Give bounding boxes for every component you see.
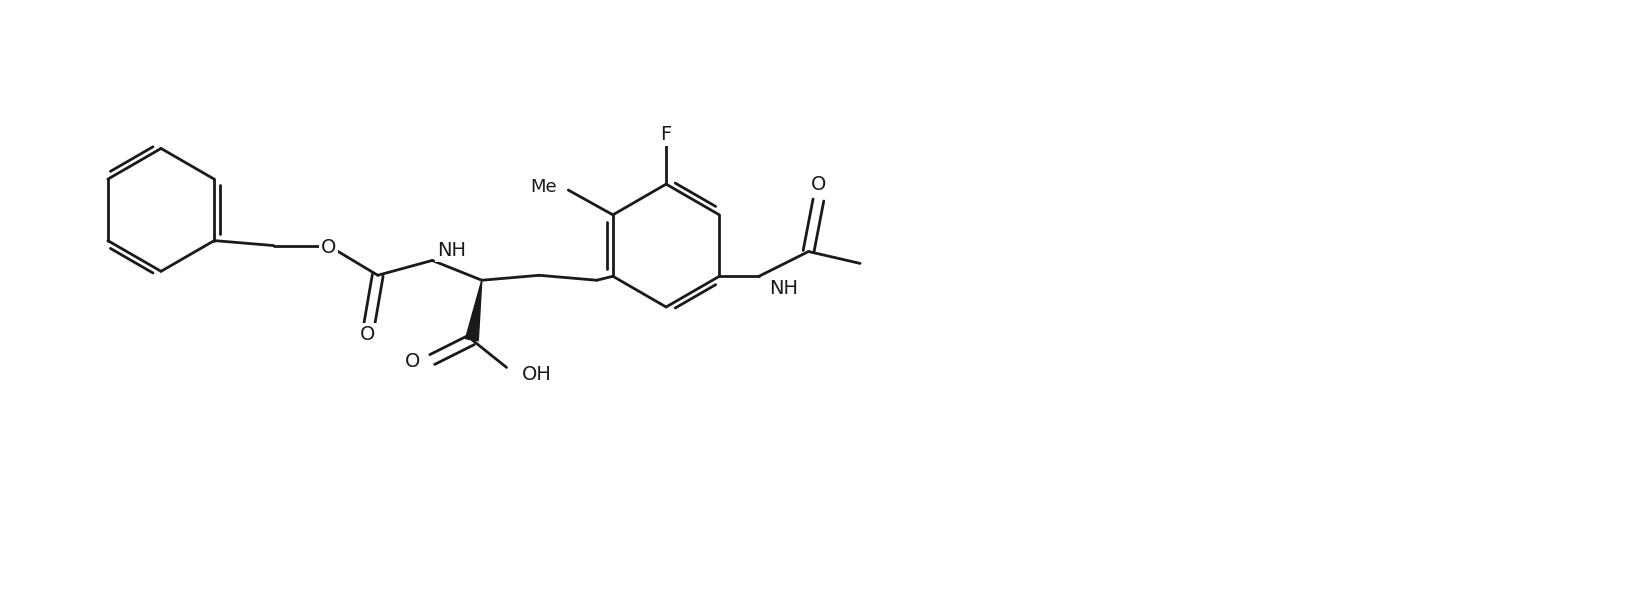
Polygon shape xyxy=(465,280,482,341)
Text: O: O xyxy=(810,174,825,193)
Text: NH: NH xyxy=(437,241,467,260)
Text: O: O xyxy=(360,325,375,344)
Text: O: O xyxy=(404,352,421,371)
Text: F: F xyxy=(661,125,672,144)
Text: Me: Me xyxy=(529,178,556,196)
Text: O: O xyxy=(321,238,335,257)
Text: OH: OH xyxy=(521,365,551,384)
Text: NH: NH xyxy=(769,279,797,298)
